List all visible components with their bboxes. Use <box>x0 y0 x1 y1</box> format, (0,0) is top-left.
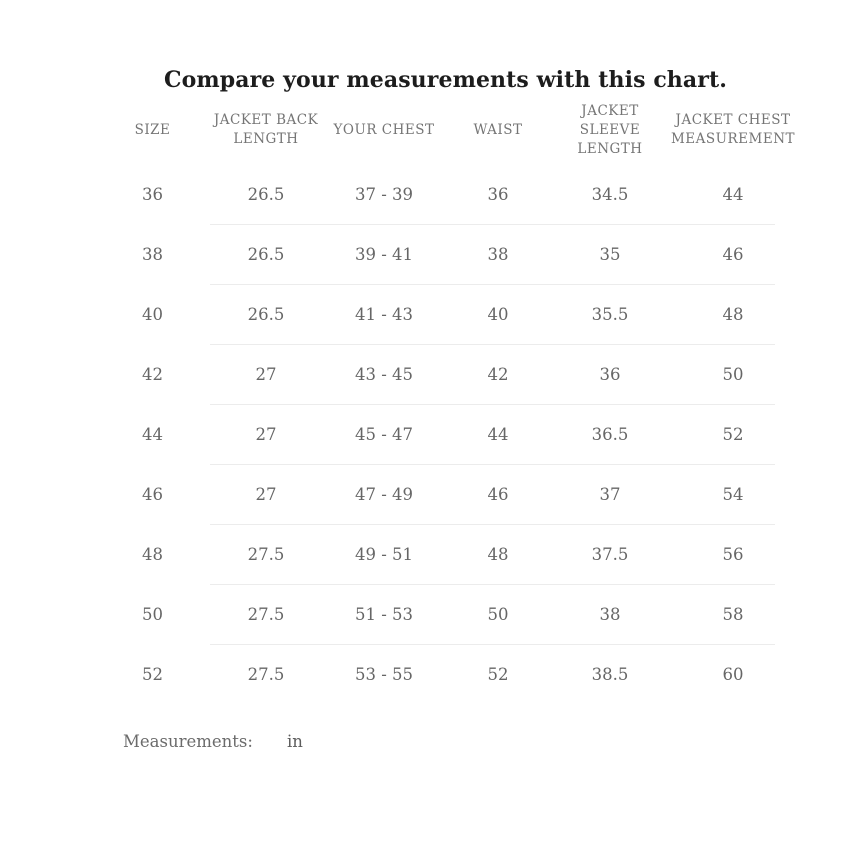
jacket-sleeve-length-cell: 36.5 <box>591 424 629 444</box>
waist-cell: 36 <box>487 184 509 204</box>
table-row-size-52: 52 27.5 53 - 55 52 38.5 60 <box>95 644 796 704</box>
jacket-chest-measurement-cell: 48 <box>722 304 744 324</box>
size-cell: 46 <box>142 484 163 504</box>
jacket-back-length-cell: 26.5 <box>247 304 285 324</box>
waist-cell: 38 <box>487 244 509 264</box>
table-row-size-40: 40 26.5 41 - 43 40 35.5 48 <box>95 284 796 344</box>
jacket-back-length-cell: 27 <box>255 424 277 444</box>
your-chest-cell: 41 - 43 <box>354 304 414 324</box>
size-cell: 38 <box>142 244 163 264</box>
jacket-back-length-cell: 26.5 <box>247 244 285 264</box>
jacket-back-length-cell: 27.5 <box>247 604 285 624</box>
measurements-label: Measurements: <box>123 732 253 751</box>
size-cell: 50 <box>142 604 163 624</box>
column-header-size-label: SIZE <box>134 121 171 138</box>
column-header-jacket-back-length-label: JACKET BACK LENGTH <box>213 112 319 147</box>
jacket-sleeve-length-cell: 35 <box>599 244 621 264</box>
jacket-back-length-cell: 27 <box>255 364 277 384</box>
column-header-jacket-back-length: JACKET BACK LENGTH <box>210 111 322 149</box>
jacket-back-length-cell: 27 <box>255 484 277 504</box>
jacket-sleeve-length-cell: 35.5 <box>591 304 629 324</box>
size-cell: 42 <box>142 364 163 384</box>
waist-cell: 44 <box>487 424 509 444</box>
jacket-back-length-cell: 27.5 <box>247 664 285 684</box>
table-row-size-50: 50 27.5 51 - 53 50 38 58 <box>95 584 796 644</box>
jacket-sleeve-length-cell: 34.5 <box>591 184 629 204</box>
column-header-size: SIZE <box>95 121 210 140</box>
column-header-your-chest: YOUR CHEST <box>322 121 446 140</box>
jacket-chest-measurement-cell: 50 <box>722 364 744 384</box>
jacket-back-length-cell: 26.5 <box>247 184 285 204</box>
waist-cell: 48 <box>487 544 509 564</box>
jacket-sleeve-length-cell: 38 <box>599 604 621 624</box>
jacket-back-length-cell: 27.5 <box>247 544 285 564</box>
your-chest-cell: 43 - 45 <box>354 364 414 384</box>
measurements-footer: Measurements: in <box>123 732 859 751</box>
size-chart-table: SIZE JACKET BACK LENGTH YOUR CHEST WAIST… <box>95 96 796 704</box>
table-row-size-42: 42 27 43 - 45 42 36 50 <box>95 344 796 404</box>
table-row-size-36: 36 26.5 37 - 39 36 34.5 44 <box>95 164 796 224</box>
jacket-sleeve-length-cell: 36 <box>599 364 621 384</box>
size-cell: 36 <box>142 184 163 204</box>
jacket-chest-measurement-cell: 44 <box>722 184 744 204</box>
waist-cell: 42 <box>487 364 509 384</box>
size-cell: 52 <box>142 664 163 684</box>
waist-cell: 52 <box>487 664 509 684</box>
jacket-sleeve-length-cell: 37 <box>599 484 621 504</box>
your-chest-cell: 45 - 47 <box>354 424 414 444</box>
table-header-row: SIZE JACKET BACK LENGTH YOUR CHEST WAIST… <box>95 96 796 164</box>
column-header-jacket-sleeve-length: JACKET SLEEVE LENGTH <box>550 102 670 159</box>
column-header-jacket-chest-measurement-label: JACKET CHEST MEASUREMENT <box>670 112 796 147</box>
table-row-size-44: 44 27 45 - 47 44 36.5 52 <box>95 404 796 464</box>
jacket-sleeve-length-cell: 37.5 <box>591 544 629 564</box>
waist-cell: 40 <box>487 304 509 324</box>
jacket-chest-measurement-cell: 60 <box>722 664 744 684</box>
your-chest-cell: 49 - 51 <box>354 544 414 564</box>
jacket-chest-measurement-cell: 58 <box>722 604 744 624</box>
column-header-waist-label: WAIST <box>473 121 523 138</box>
your-chest-cell: 37 - 39 <box>354 184 414 204</box>
measurement-unit-selector[interactable]: in <box>286 732 303 751</box>
your-chest-cell: 53 - 55 <box>354 664 414 684</box>
your-chest-cell: 47 - 49 <box>354 484 414 504</box>
jacket-chest-measurement-cell: 56 <box>722 544 744 564</box>
size-chart-widget: Compare your measurements with this char… <box>95 67 859 751</box>
jacket-sleeve-length-cell: 38.5 <box>591 664 629 684</box>
size-cell: 48 <box>142 544 163 564</box>
jacket-chest-measurement-cell: 52 <box>722 424 744 444</box>
waist-cell: 50 <box>487 604 509 624</box>
your-chest-cell: 51 - 53 <box>354 604 414 624</box>
column-header-your-chest-label: YOUR CHEST <box>333 121 435 138</box>
chart-title: Compare your measurements with this char… <box>164 67 727 93</box>
table-row-size-46: 46 27 47 - 49 46 37 54 <box>95 464 796 524</box>
table-row-size-48: 48 27.5 49 - 51 48 37.5 56 <box>95 524 796 584</box>
column-header-waist: WAIST <box>446 121 550 140</box>
jacket-chest-measurement-cell: 54 <box>722 484 744 504</box>
column-header-jacket-chest-measurement: JACKET CHEST MEASUREMENT <box>670 111 796 149</box>
column-header-jacket-sleeve-length-label: JACKET SLEEVE LENGTH <box>577 102 643 157</box>
size-cell: 44 <box>142 424 163 444</box>
table-row-size-38: 38 26.5 39 - 41 38 35 46 <box>95 224 796 284</box>
size-cell: 40 <box>142 304 163 324</box>
waist-cell: 46 <box>487 484 509 504</box>
jacket-chest-measurement-cell: 46 <box>722 244 744 264</box>
your-chest-cell: 39 - 41 <box>354 244 414 264</box>
